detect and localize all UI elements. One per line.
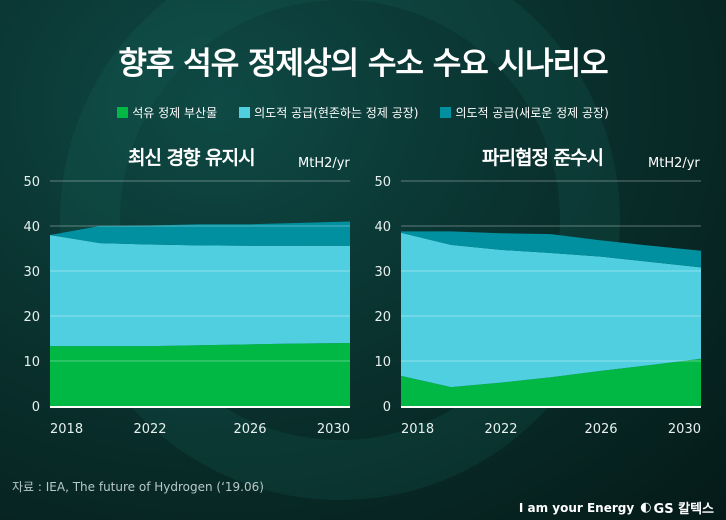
- x-tick-label: 2018: [50, 422, 83, 437]
- y-tick-label: 10: [23, 355, 40, 370]
- area-series-1: [401, 358, 701, 406]
- y-tick-label: 0: [32, 400, 40, 415]
- x-tick-label: 2026: [584, 422, 617, 437]
- chart-title-right: 파리협정 준수시: [482, 147, 604, 169]
- y-tick-label: 10: [374, 355, 391, 370]
- y-tick-label: 20: [374, 310, 391, 325]
- y-tick-label: 30: [23, 265, 40, 280]
- y-tick-label: 20: [23, 310, 40, 325]
- y-tick-label: 40: [23, 220, 40, 235]
- y-tick-label: 0: [383, 400, 391, 415]
- gs-caltex-logo: ◐ GS 칼텍스: [640, 498, 714, 517]
- source-note: 자료 : IEA, The future of Hydrogen (‘19.06…: [12, 480, 264, 494]
- chart-title-left: 최신 경향 유지시: [128, 147, 256, 169]
- x-tick-label: 2022: [133, 422, 166, 437]
- brand: I am your Energy ◐ GS 칼텍스: [519, 498, 714, 517]
- unit-label-right: MtH2/yr: [648, 156, 700, 171]
- logo-text: GS 칼텍스: [653, 502, 714, 517]
- page-title: 향후 석유 정제상의 수소 수요 시나리오: [118, 46, 608, 82]
- y-tick-label: 40: [374, 220, 391, 235]
- unit-label-left: MtH2/yr: [298, 156, 350, 171]
- x-tick-label: 2030: [317, 422, 350, 437]
- y-tick-label: 50: [23, 175, 40, 190]
- legend-item-new: 의도적 공급(새로운 정제 공장): [440, 104, 609, 121]
- legend-item-byproduct: 석유 정제 부산물: [117, 104, 217, 121]
- y-tick-label: 30: [374, 265, 391, 280]
- legend-swatch: [440, 107, 452, 118]
- area-series-1: [50, 343, 350, 406]
- x-tick-label: 2026: [233, 422, 266, 437]
- x-tick-label: 2030: [668, 422, 701, 437]
- area-series-2: [401, 232, 701, 388]
- logo-swirl-icon: ◐: [640, 500, 652, 515]
- x-tick-label: 2022: [484, 422, 517, 437]
- legend-swatch: [239, 107, 251, 118]
- brand-slogan: I am your Energy: [518, 500, 635, 515]
- area-series-3: [401, 231, 701, 268]
- y-tick-label: 50: [374, 175, 391, 190]
- legend-item-existing: 의도적 공급(현존하는 정제 공장): [239, 104, 418, 121]
- legend-label: 의도적 공급(현존하는 정제 공장): [254, 106, 419, 120]
- area-series-3: [50, 221, 350, 246]
- area-series-2: [50, 235, 350, 347]
- legend-label: 의도적 공급(새로운 정제 공장): [455, 106, 609, 120]
- legend: 석유 정제 부산물 의도적 공급(현존하는 정제 공장) 의도적 공급(새로운 …: [0, 104, 726, 121]
- x-tick-label: 2018: [401, 422, 434, 437]
- legend-label: 석유 정제 부산물: [132, 106, 218, 120]
- legend-swatch: [117, 107, 129, 118]
